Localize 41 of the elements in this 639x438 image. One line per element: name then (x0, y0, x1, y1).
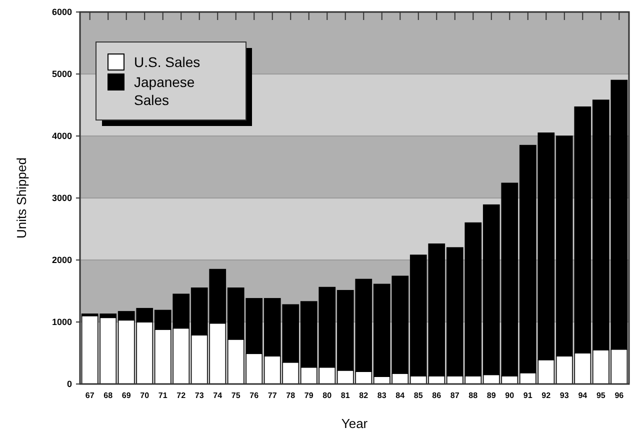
y-tick-label: 2000 (52, 255, 72, 266)
x-tick-label: 94 (578, 391, 588, 400)
x-tick-label: 80 (322, 391, 332, 400)
y-tick-label: 6000 (52, 7, 72, 18)
x-tick-label: 91 (523, 391, 533, 400)
x-tick-label: 71 (158, 391, 168, 400)
x-tick-label: 79 (304, 391, 314, 400)
x-tick-label: 96 (614, 391, 624, 400)
x-tick-label: 68 (104, 391, 114, 400)
x-tick-label: 89 (486, 391, 496, 400)
x-tick-label: 84 (396, 391, 406, 400)
x-tick-label: 92 (542, 391, 552, 400)
x-tick-label: 76 (250, 391, 260, 400)
x-tick-label: 86 (432, 391, 442, 400)
x-tick-label: 88 (468, 391, 478, 400)
x-tick-label: 69 (122, 391, 132, 400)
x-tick-label: 67 (85, 391, 95, 400)
y-tick-label: 3000 (52, 193, 72, 204)
x-tick-label: 85 (414, 391, 424, 400)
x-tick-label: 78 (286, 391, 296, 400)
y-tick-label: 5000 (52, 69, 72, 80)
y-axis-title: Units Shipped (14, 158, 29, 238)
x-tick-label: 95 (596, 391, 606, 400)
y-tick-label: 0 (66, 379, 72, 390)
x-tick-label: 82 (359, 391, 369, 400)
legend-label: U.S. Sales (134, 54, 200, 70)
y-tick-label: 4000 (52, 131, 72, 142)
x-tick-label: 81 (340, 391, 350, 400)
x-axis-title: Year (341, 416, 368, 431)
x-tick-label: 90 (505, 391, 515, 400)
x-tick-label: 83 (377, 391, 387, 400)
x-tick-label: 72 (176, 391, 186, 400)
y-tick-label: 1000 (52, 317, 72, 328)
x-tick-label: 70 (140, 391, 150, 400)
x-tick-label: 93 (560, 391, 570, 400)
legend-label: Japanese Sales (134, 74, 195, 108)
x-tick-label: 73 (194, 391, 204, 400)
x-tick-label: 77 (268, 391, 278, 400)
x-tick-label: 75 (231, 391, 241, 400)
x-tick-label: 87 (450, 391, 460, 400)
x-tick-label: 74 (213, 391, 223, 400)
